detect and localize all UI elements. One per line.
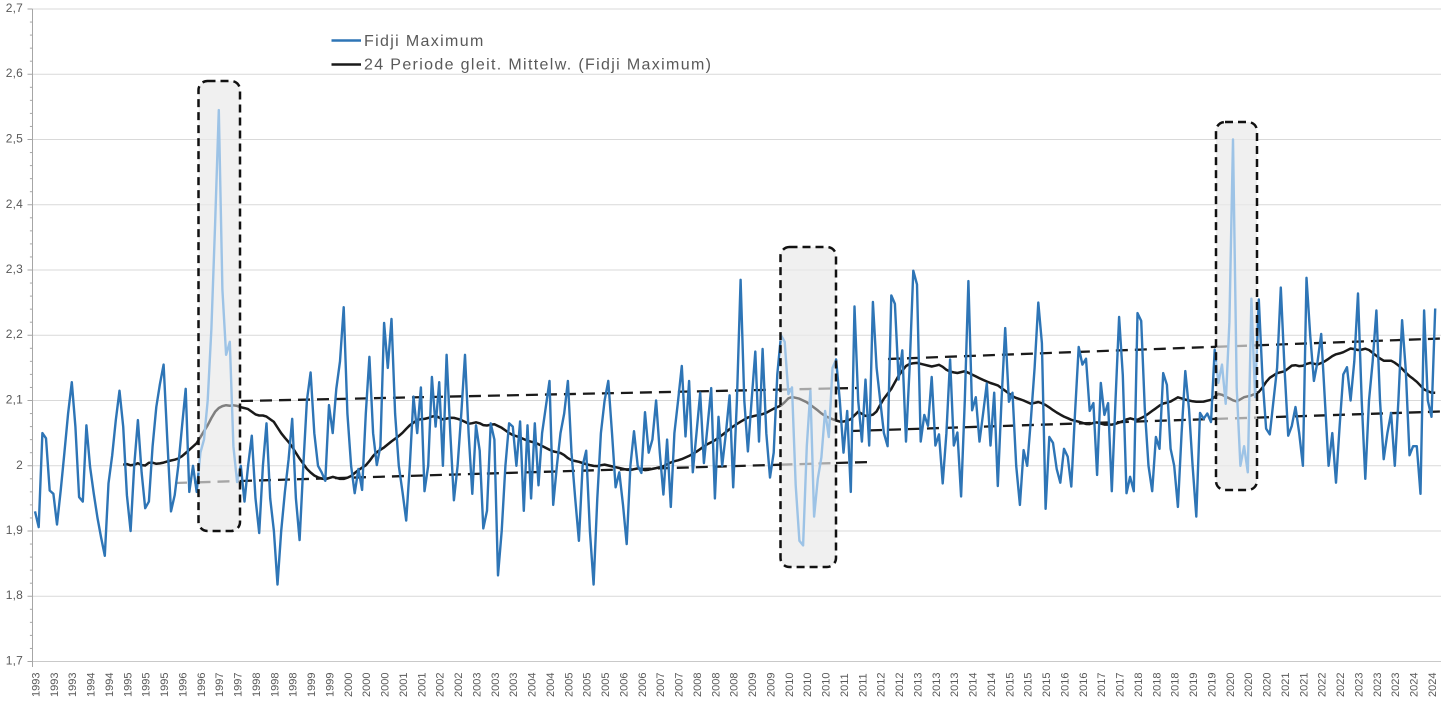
svg-text:2012: 2012 bbox=[894, 673, 906, 697]
svg-text:2002: 2002 bbox=[435, 673, 447, 697]
svg-text:2015: 2015 bbox=[1004, 673, 1016, 697]
svg-text:2015: 2015 bbox=[1023, 673, 1035, 697]
svg-text:2008: 2008 bbox=[692, 673, 704, 697]
svg-text:2021: 2021 bbox=[1298, 673, 1310, 697]
svg-text:2,3: 2,3 bbox=[6, 262, 23, 276]
svg-text:2022: 2022 bbox=[1335, 673, 1347, 697]
svg-text:2,7: 2,7 bbox=[6, 1, 23, 15]
svg-text:1996: 1996 bbox=[177, 673, 189, 697]
svg-text:1,8: 1,8 bbox=[6, 588, 23, 602]
svg-text:2021: 2021 bbox=[1280, 673, 1292, 697]
svg-text:2000: 2000 bbox=[361, 673, 373, 697]
svg-text:2016: 2016 bbox=[1059, 673, 1071, 697]
svg-text:2020: 2020 bbox=[1262, 673, 1274, 697]
svg-text:1994: 1994 bbox=[86, 673, 98, 697]
svg-text:2007: 2007 bbox=[655, 673, 667, 697]
svg-text:24 Periode gleit. Mittelw. (Fi: 24 Periode gleit. Mittelw. (Fidji Maximu… bbox=[364, 57, 712, 74]
svg-text:2,1: 2,1 bbox=[6, 393, 23, 407]
svg-text:1993: 1993 bbox=[67, 673, 79, 697]
svg-text:2: 2 bbox=[16, 458, 23, 472]
svg-text:1997: 1997 bbox=[233, 673, 245, 697]
svg-text:2003: 2003 bbox=[471, 673, 483, 697]
svg-text:2014: 2014 bbox=[968, 673, 980, 697]
svg-text:2008: 2008 bbox=[729, 673, 741, 697]
svg-text:2,2: 2,2 bbox=[6, 327, 23, 341]
svg-text:1995: 1995 bbox=[159, 673, 171, 697]
svg-text:2004: 2004 bbox=[527, 673, 539, 697]
svg-text:2,6: 2,6 bbox=[6, 66, 23, 80]
svg-text:2009: 2009 bbox=[765, 673, 777, 697]
svg-text:1996: 1996 bbox=[196, 673, 208, 697]
svg-text:2011: 2011 bbox=[857, 673, 869, 697]
svg-text:1,9: 1,9 bbox=[6, 523, 23, 537]
svg-text:2010: 2010 bbox=[821, 673, 833, 697]
svg-text:1998: 1998 bbox=[251, 673, 263, 697]
svg-text:1997: 1997 bbox=[214, 673, 226, 697]
svg-text:2005: 2005 bbox=[582, 673, 594, 697]
svg-text:Fidji Maximum: Fidji Maximum bbox=[364, 33, 485, 50]
svg-text:1999: 1999 bbox=[306, 673, 318, 697]
svg-text:2010: 2010 bbox=[802, 673, 814, 697]
svg-text:2020: 2020 bbox=[1243, 673, 1255, 697]
svg-text:2020: 2020 bbox=[1225, 673, 1237, 697]
svg-text:2012: 2012 bbox=[876, 673, 888, 697]
svg-text:2005: 2005 bbox=[563, 673, 575, 697]
svg-text:2001: 2001 bbox=[398, 673, 410, 697]
svg-text:2003: 2003 bbox=[508, 673, 520, 697]
svg-text:1995: 1995 bbox=[122, 673, 134, 697]
svg-text:2,4: 2,4 bbox=[6, 197, 23, 211]
svg-text:2000: 2000 bbox=[343, 673, 355, 697]
svg-text:2023: 2023 bbox=[1372, 673, 1384, 697]
svg-text:2022: 2022 bbox=[1317, 673, 1329, 697]
svg-text:2006: 2006 bbox=[637, 673, 649, 697]
svg-text:1993: 1993 bbox=[49, 673, 61, 697]
svg-text:2006: 2006 bbox=[618, 673, 630, 697]
svg-text:2007: 2007 bbox=[674, 673, 686, 697]
svg-text:2017: 2017 bbox=[1115, 673, 1127, 697]
svg-text:2014: 2014 bbox=[986, 673, 998, 697]
svg-text:2011: 2011 bbox=[839, 673, 851, 697]
svg-text:2005: 2005 bbox=[600, 673, 612, 697]
svg-text:2009: 2009 bbox=[747, 673, 759, 697]
svg-text:2010: 2010 bbox=[784, 673, 796, 697]
svg-text:2013: 2013 bbox=[931, 673, 943, 697]
svg-text:2002: 2002 bbox=[453, 673, 465, 697]
svg-text:1998: 1998 bbox=[288, 673, 300, 697]
svg-text:1999: 1999 bbox=[324, 673, 336, 697]
svg-text:2023: 2023 bbox=[1353, 673, 1365, 697]
svg-text:2013: 2013 bbox=[912, 673, 924, 697]
svg-text:1,7: 1,7 bbox=[6, 654, 23, 668]
svg-text:2018: 2018 bbox=[1151, 673, 1163, 697]
svg-text:2016: 2016 bbox=[1078, 673, 1090, 697]
svg-text:2019: 2019 bbox=[1206, 673, 1218, 697]
svg-text:1995: 1995 bbox=[141, 673, 153, 697]
svg-text:2023: 2023 bbox=[1390, 673, 1402, 697]
svg-text:2017: 2017 bbox=[1096, 673, 1108, 697]
svg-text:2024: 2024 bbox=[1427, 673, 1439, 697]
svg-text:2018: 2018 bbox=[1170, 673, 1182, 697]
svg-text:2019: 2019 bbox=[1188, 673, 1200, 697]
svg-text:2018: 2018 bbox=[1133, 673, 1145, 697]
svg-text:2015: 2015 bbox=[1041, 673, 1053, 697]
svg-text:2001: 2001 bbox=[416, 673, 428, 697]
svg-text:2024: 2024 bbox=[1409, 673, 1421, 697]
svg-text:2008: 2008 bbox=[710, 673, 722, 697]
svg-text:1993: 1993 bbox=[30, 673, 42, 697]
svg-text:1994: 1994 bbox=[104, 673, 116, 697]
svg-text:2004: 2004 bbox=[545, 673, 557, 697]
svg-text:2013: 2013 bbox=[949, 673, 961, 697]
svg-text:2000: 2000 bbox=[380, 673, 392, 697]
svg-text:2003: 2003 bbox=[490, 673, 502, 697]
svg-text:1998: 1998 bbox=[269, 673, 281, 697]
svg-text:2,5: 2,5 bbox=[6, 132, 23, 146]
